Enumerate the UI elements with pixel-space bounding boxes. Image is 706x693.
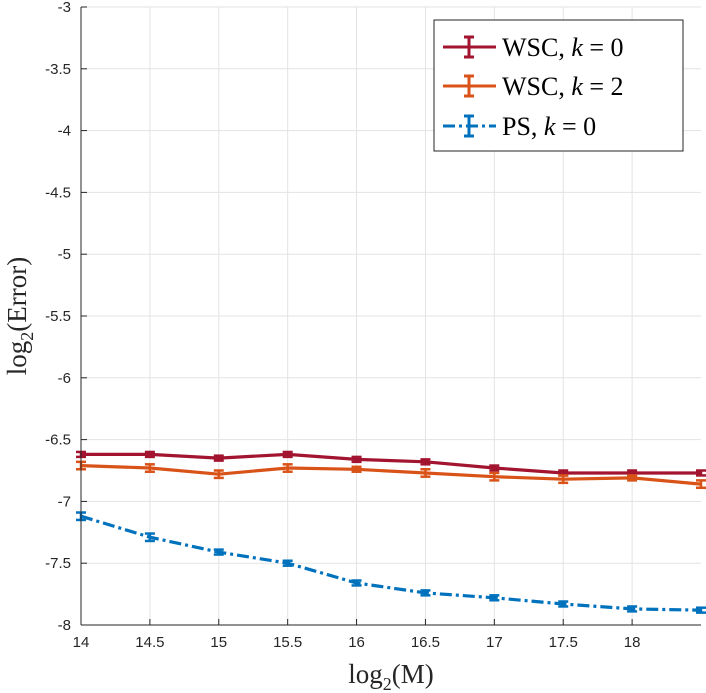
data-point xyxy=(696,469,706,477)
legend-label-var: k xyxy=(544,112,556,141)
legend: WSC, k = 0 WSC, k = 2 PS, k = 0 xyxy=(433,19,684,152)
x-tick-label: 16.5 xyxy=(411,634,440,651)
legend-label-rest: = 0 xyxy=(583,33,624,62)
legend-entry-ps-k0: PS, k = 0 xyxy=(443,112,596,141)
y-tick-label: -7 xyxy=(58,493,71,510)
data-point xyxy=(627,474,638,482)
data-point xyxy=(213,548,224,556)
legend-label: PS, k = 0 xyxy=(502,112,596,141)
data-point xyxy=(420,589,431,597)
data-point xyxy=(144,450,155,459)
data-point xyxy=(213,454,224,462)
legend-label-prefix: PS, xyxy=(502,112,544,141)
y-axis-label-sub: 2 xyxy=(17,332,37,341)
data-point xyxy=(351,455,362,464)
y-tick-label: -7.5 xyxy=(45,555,71,572)
y-axis-label-fn: log xyxy=(2,341,32,376)
y-tick-label: -3.5 xyxy=(45,61,71,78)
data-point xyxy=(144,463,155,473)
legend-label: WSC, k = 2 xyxy=(502,72,624,101)
data-point xyxy=(627,605,638,613)
x-tick-label: 17 xyxy=(486,634,503,651)
data-point xyxy=(489,594,500,602)
series-1 xyxy=(76,460,706,490)
y-tick-label: -5 xyxy=(58,246,71,263)
data-point xyxy=(420,468,431,478)
data-point xyxy=(282,559,293,567)
data-point xyxy=(420,458,431,466)
legend-entry-wsc-k0: WSC, k = 0 xyxy=(443,33,624,62)
x-axis-label-sub: 2 xyxy=(383,674,392,693)
y-tick-label: -6 xyxy=(58,370,71,387)
x-tick-label: 15 xyxy=(210,634,227,651)
data-point xyxy=(696,479,706,490)
x-axis-label: log2(M) xyxy=(348,659,434,693)
y-tick-label: -6.5 xyxy=(45,432,71,449)
y-tick-label: -8 xyxy=(58,617,71,634)
y-tick-label: -3 xyxy=(58,0,71,16)
data-point xyxy=(489,464,500,472)
series-2 xyxy=(76,511,706,614)
series-line xyxy=(80,464,702,486)
data-point xyxy=(489,471,500,482)
legend-label-prefix: WSC, xyxy=(502,33,571,62)
x-tick-label: 14.5 xyxy=(135,634,164,651)
data-point xyxy=(696,606,706,614)
y-axis-label: log2(Error) xyxy=(2,257,37,375)
data-point xyxy=(558,600,569,608)
data-point xyxy=(351,579,362,587)
series-layer xyxy=(76,450,706,614)
data-point xyxy=(144,532,155,543)
y-axis-label-arg: (Error) xyxy=(2,257,32,332)
x-tick-label: 18 xyxy=(624,634,641,651)
y-tick-label: -4.5 xyxy=(45,184,71,201)
legend-label: WSC, k = 0 xyxy=(502,33,624,62)
x-tick-label: 15.5 xyxy=(273,634,302,651)
data-point xyxy=(351,465,362,473)
legend-label-var: k xyxy=(571,72,583,101)
legend-label-rest: = 0 xyxy=(555,112,596,141)
data-point xyxy=(282,463,293,473)
x-tick-label: 16 xyxy=(348,634,365,651)
x-tick-label: 14 xyxy=(73,634,90,651)
legend-label-var: k xyxy=(571,33,583,62)
series-line xyxy=(81,452,701,475)
legend-label-prefix: WSC, xyxy=(502,72,571,101)
data-point xyxy=(282,450,293,459)
x-axis-label-arg: (M) xyxy=(392,659,434,689)
data-point xyxy=(213,469,224,480)
ticks: 14 14.5 15 15.5 16 16.5 17 17.5 18 -3 -3.5 -4 -4.5 -5… xyxy=(45,0,640,651)
grid xyxy=(80,6,701,626)
y-tick-label: -4 xyxy=(58,123,71,140)
y-tick-label: -5.5 xyxy=(45,308,71,325)
legend-entry-wsc-k2: WSC, k = 2 xyxy=(443,72,624,101)
x-tick-label: 17.5 xyxy=(549,634,578,651)
data-point xyxy=(558,474,569,485)
legend-label-rest: = 2 xyxy=(583,72,624,101)
x-axis-label-fn: log xyxy=(348,659,383,689)
